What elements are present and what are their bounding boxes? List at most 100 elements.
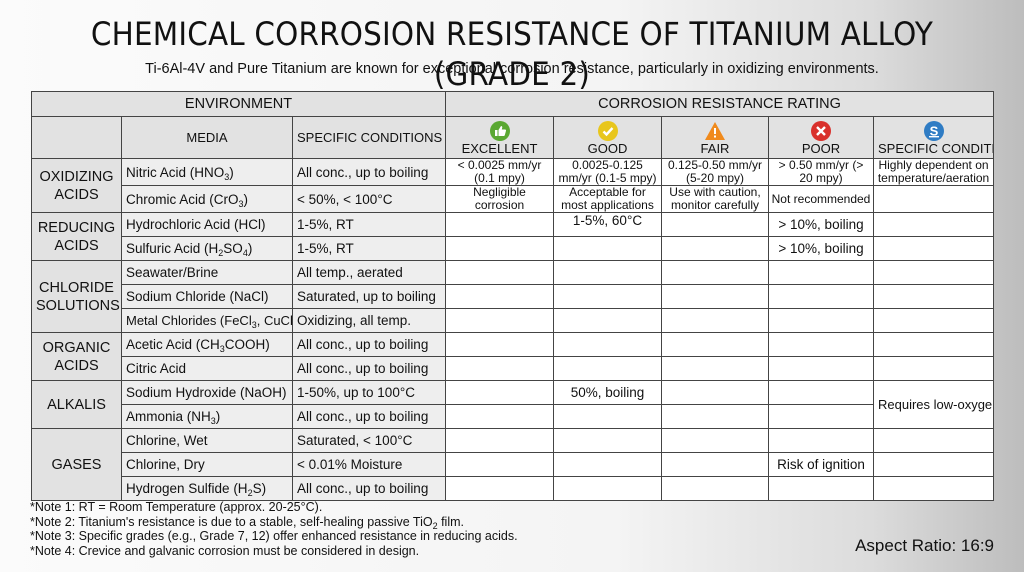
rating-excellent-header: EXCELLENT — [445, 116, 554, 159]
empty-cell — [553, 428, 662, 453]
empty-cell — [768, 284, 874, 309]
hcl-poor-cell: > 10%, boiling — [768, 212, 874, 237]
empty-cell — [872, 212, 995, 237]
condition-cell: All conc., up to boiling — [292, 158, 446, 186]
empty-cell — [445, 284, 554, 309]
media-cell: Metal Chlorides (FeCl3, CuCl2) — [121, 308, 293, 333]
conditions-header: SPECIFIC CONDITIONS — [292, 116, 446, 159]
naoh-good-cell: 50%, boiling — [553, 380, 662, 405]
empty-cell — [768, 476, 874, 501]
good-note: Acceptable for most applications — [553, 185, 662, 213]
empty-cell — [768, 380, 874, 405]
media-cell: Hydrochloric Acid (HCl) — [121, 212, 293, 237]
empty-cell — [661, 212, 769, 237]
empty-cell — [872, 428, 995, 453]
empty-cell — [872, 185, 995, 213]
empty-cell — [445, 332, 554, 357]
condition-cell: All conc., up to boiling — [292, 404, 446, 429]
empty-cell — [661, 452, 769, 477]
good-rate: 0.0025-0.125 mm/yr (0.1-5 mpy) — [553, 158, 662, 186]
media-cell: Nitric Acid (HNO3) — [121, 158, 293, 186]
check-icon — [597, 121, 618, 141]
empty-cell — [768, 428, 874, 453]
empty-cell — [445, 428, 554, 453]
media-cell: Chlorine, Wet — [121, 428, 293, 453]
empty-cell — [872, 332, 995, 357]
empty-cell — [445, 404, 554, 429]
environment-header: ENVIRONMENT — [31, 91, 446, 117]
poor-rate: > 0.50 mm/yr (> 20 mpy) — [768, 158, 874, 186]
s-icon: S — [923, 121, 944, 141]
empty-cell — [445, 260, 554, 285]
page-subtitle: Ti-6Al-4V and Pure Titanium are known fo… — [145, 61, 879, 77]
corrosion-table: ENVIRONMENT CORROSION RESISTANCE RATING … — [31, 91, 995, 501]
media-cell: Chlorine, Dry — [121, 452, 293, 477]
empty-cell — [445, 380, 554, 405]
empty-cell — [872, 356, 995, 381]
empty-cell — [661, 476, 769, 501]
empty-cell — [661, 332, 769, 357]
empty-cell — [661, 380, 769, 405]
empty-cell — [768, 260, 874, 285]
aspect-ratio-label: Aspect Ratio: 16:9 — [855, 536, 994, 555]
cl-dry-poor-cell: Risk of ignition — [768, 452, 874, 477]
footnote: *Note 1: RT = Room Temperature (approx. … — [30, 500, 323, 514]
empty-cell — [661, 308, 769, 333]
media-cell: Acetic Acid (CH3COOH) — [121, 332, 293, 357]
condition-cell: All conc., up to boiling — [292, 476, 446, 501]
empty-cell — [553, 260, 662, 285]
empty-cell — [445, 212, 554, 237]
condition-cell: All temp., aerated — [292, 260, 446, 285]
empty-cell — [445, 476, 554, 501]
group-organic-acids: ORGANIC ACIDS — [31, 332, 122, 381]
group-reducing-acids: REDUCING ACIDS — [31, 212, 122, 261]
condition-cell: Saturated, < 100°C — [292, 428, 446, 453]
condition-cell: Saturated, up to boiling — [292, 284, 446, 309]
condition-cell: < 50%, < 100°C — [292, 185, 446, 213]
condition-cell: All conc., up to boiling — [292, 356, 446, 381]
empty-cell — [553, 404, 662, 429]
empty-cell — [553, 284, 662, 309]
rating-label: FAIR — [700, 141, 730, 156]
specific-rate: Highly dependent on temperature/aeration — [872, 158, 995, 186]
rating-label: SPECIFIC CONDITIONS — [878, 141, 993, 156]
condition-cell: < 0.01% Moisture — [292, 452, 446, 477]
footnote: *Note 2: Titanium's resistance is due to… — [30, 514, 464, 531]
fair-note: Use with caution, monitor carefully — [661, 185, 769, 213]
empty-cell — [553, 452, 662, 477]
alkali-specific-cell: Requires low-oxygen — [872, 380, 995, 429]
hcl-good-cell: 1-5%, 60°C — [553, 212, 662, 237]
media-cell: Ammonia (NH3) — [121, 404, 293, 429]
rating-header: CORROSION RESISTANCE RATING — [444, 91, 995, 117]
group-oxidizing-acids: OXIDIZING ACIDS — [31, 158, 122, 213]
fair-rate: 0.125-0.50 mm/yr (5-20 mpy) — [661, 158, 769, 186]
empty-cell — [553, 476, 662, 501]
group-header-blank — [31, 116, 122, 159]
excellent-note: Negligible corrosion — [445, 185, 554, 213]
condition-cell: Oxidizing, all temp. — [292, 308, 446, 333]
empty-cell — [872, 284, 995, 309]
thumbs-up-icon — [489, 121, 510, 141]
rating-label: GOOD — [587, 141, 628, 156]
empty-cell — [768, 356, 874, 381]
group-chloride-solutions: CHLORIDE SOLUTIONS — [31, 260, 122, 333]
rating-good-header: GOOD — [553, 116, 662, 159]
media-cell: Sodium Hydroxide (NaOH) — [121, 380, 293, 405]
rating-label: EXCELLENT — [461, 141, 538, 156]
x-icon — [811, 121, 831, 141]
condition-cell: All conc., up to boiling — [292, 332, 446, 357]
empty-cell — [553, 332, 662, 357]
empty-cell — [445, 356, 554, 381]
empty-cell — [768, 404, 874, 429]
empty-cell — [872, 236, 995, 261]
empty-cell — [661, 236, 769, 261]
empty-cell — [445, 236, 554, 261]
media-cell: Sodium Chloride (NaCl) — [121, 284, 293, 309]
media-cell: Citric Acid — [121, 356, 293, 381]
empty-cell — [661, 404, 769, 429]
empty-cell — [872, 260, 995, 285]
poor-note: Not recommended — [768, 185, 874, 213]
media-cell: Sulfuric Acid (H2SO4) — [121, 236, 293, 261]
svg-text:S: S — [929, 124, 938, 139]
empty-cell — [768, 332, 874, 357]
